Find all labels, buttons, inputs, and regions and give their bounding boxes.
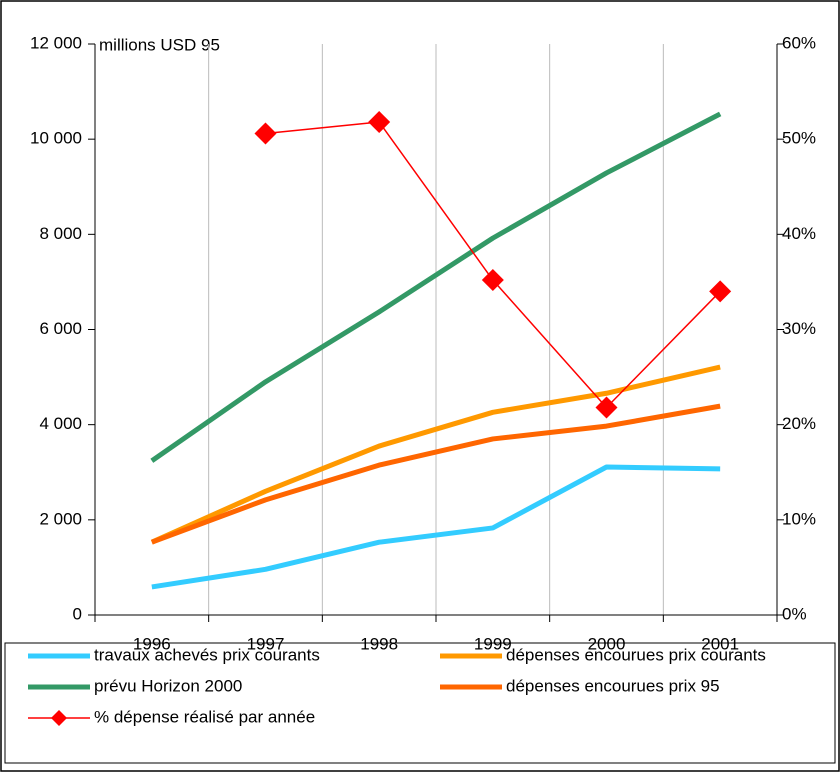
marker (595, 396, 618, 419)
y2-tick-label: 60% (782, 33, 816, 52)
y-tick-label: 10 000 (30, 129, 82, 148)
y-tick-label: 6 000 (39, 319, 82, 338)
legend-label: prévu Horizon 2000 (94, 676, 242, 695)
y2-tick-label: 30% (782, 319, 816, 338)
legend-label: dépenses encourues prix courants (506, 645, 766, 664)
annotation: millions USD 95 (99, 35, 220, 54)
x-tick-label: 1998 (360, 634, 398, 653)
y2-tick-label: 20% (782, 414, 816, 433)
marker (254, 122, 277, 145)
marker (481, 269, 504, 292)
y-tick-label: 12 000 (30, 33, 82, 52)
marker (709, 280, 732, 303)
y2-tick-label: 50% (782, 129, 816, 148)
series-line (150, 111, 722, 463)
series-line (150, 403, 721, 545)
x-tick-label: 2000 (588, 634, 626, 653)
y-tick-label: 2 000 (39, 509, 82, 528)
x-tick-label: 1999 (474, 634, 512, 653)
y-tick-label: 4 000 (39, 414, 82, 433)
y-tick-label: 8 000 (39, 224, 82, 243)
y-tick-label: 0 (73, 604, 82, 623)
x-tick-label: 2001 (701, 634, 739, 653)
legend-label: dépenses encourues prix 95 (506, 676, 720, 695)
y2-tick-label: 40% (782, 224, 816, 243)
marker (368, 111, 391, 134)
legend-label: travaux achevés prix courants (94, 645, 320, 664)
y2-tick-label: 10% (782, 509, 816, 528)
x-tick-label: 1996 (133, 634, 171, 653)
legend-marker (51, 710, 67, 726)
legend-label: % dépense réalisé par année (94, 707, 315, 726)
series-line (151, 464, 721, 590)
x-tick-label: 1997 (247, 634, 285, 653)
y2-tick-label: 0% (782, 604, 807, 623)
legend-box (4, 642, 836, 764)
